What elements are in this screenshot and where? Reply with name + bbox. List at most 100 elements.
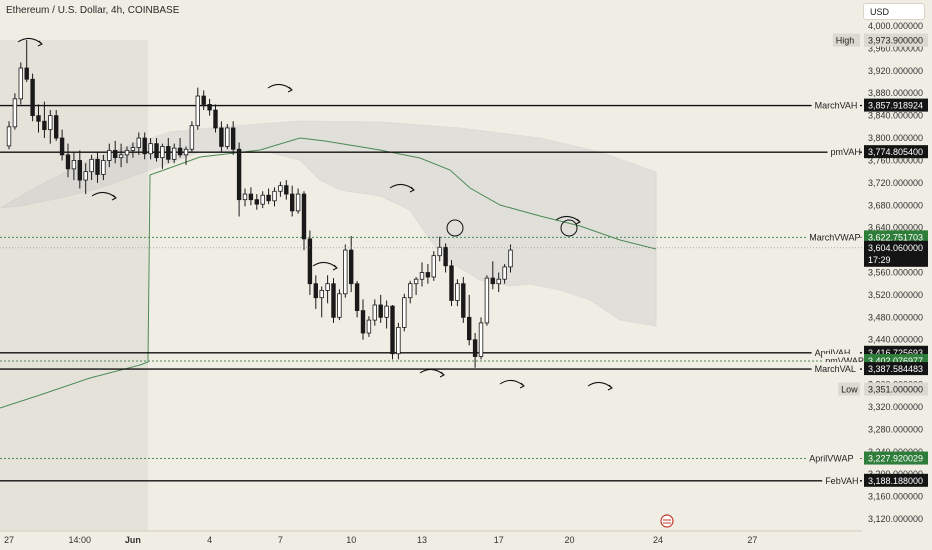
candle-down — [42, 120, 47, 131]
candle-down — [248, 193, 254, 201]
candle-down — [254, 199, 259, 205]
candle-countdown: 17:29 — [868, 255, 891, 265]
candle-up — [384, 305, 389, 318]
candle-up — [319, 290, 324, 299]
candle-down — [236, 148, 242, 201]
time-axis-tick: 17 — [494, 535, 504, 545]
candle-up — [183, 148, 189, 156]
candle-up — [496, 278, 501, 285]
level-label: pmVWAP — [825, 356, 864, 366]
candle-down — [490, 277, 495, 285]
level-label-bg — [811, 98, 860, 112]
candle-up — [278, 185, 283, 192]
candle-down — [313, 283, 318, 299]
level-label: MarchVAL — [815, 364, 856, 374]
level-label-bg — [806, 230, 860, 244]
level-label: MarchVAH — [815, 101, 858, 111]
candle-up — [71, 160, 77, 170]
price-axis-tick: 3,160.000000 — [868, 492, 923, 502]
time-axis-tick: 10 — [346, 535, 356, 545]
candle-down — [213, 109, 218, 129]
price-badge-value: 3,857.918924 — [868, 101, 923, 111]
price-axis-tick: 3,480.000000 — [868, 312, 923, 322]
candle-up — [372, 304, 377, 321]
level-label: High — [836, 36, 855, 46]
candle-down — [113, 149, 118, 159]
level-label: Low — [841, 385, 858, 395]
candle-up — [225, 127, 230, 147]
candle-down — [378, 304, 383, 318]
annotation-arrowhead — [111, 194, 117, 201]
price-badge-value: 3,973.900000 — [868, 36, 923, 46]
candle-down — [348, 249, 354, 285]
candle-down — [466, 316, 472, 341]
price-badge-value: 3,387.584483 — [868, 364, 923, 374]
annotation-arrowhead — [332, 264, 338, 271]
price-axis-tick: 3,920.000000 — [868, 66, 923, 76]
annotation-arrowhead — [575, 218, 581, 225]
price-badge — [864, 473, 928, 487]
candle-up — [136, 137, 141, 148]
price-badge-value: 3,416.725693 — [868, 348, 923, 358]
price-badge-value: 3,351.000000 — [868, 385, 923, 395]
price-axis-tick: 3,880.000000 — [868, 88, 923, 98]
candle-up — [272, 190, 277, 202]
price-badge-value: 3,188.188000 — [868, 476, 923, 486]
level-label-bg — [827, 145, 860, 159]
level-label-bg — [832, 33, 860, 47]
time-axis-tick: 14:00 — [69, 535, 92, 545]
symbol-title: Ethereum / U.S. Dollar, 4h, COINBASE — [6, 5, 180, 16]
candle-up — [413, 278, 419, 285]
candle-up — [18, 67, 23, 100]
candle-down — [36, 115, 41, 122]
annotation-arrowhead — [519, 382, 525, 389]
candle-up — [89, 158, 94, 173]
candle-up — [396, 327, 401, 355]
price-badge — [864, 362, 928, 376]
annotation-arrowhead — [287, 86, 293, 93]
candle-down — [360, 310, 366, 334]
candle-down — [307, 238, 313, 285]
time-axis-tick: Jun — [125, 535, 141, 545]
price-axis-tick: 3,720.000000 — [868, 178, 923, 188]
level-label-bg — [838, 382, 860, 396]
candle-down — [177, 147, 183, 156]
annotation-circle — [560, 219, 578, 237]
candle-up — [48, 115, 53, 131]
candle-up — [343, 249, 348, 295]
time-axis-tick: 27 — [747, 535, 757, 545]
price-axis-tick: 3,280.000000 — [868, 424, 923, 434]
time-axis-tick: 4 — [207, 535, 212, 545]
candle-down — [54, 115, 59, 139]
candle-down — [201, 95, 206, 105]
candle-down — [472, 339, 478, 357]
price-badge — [864, 98, 928, 112]
annotation-arrowhead — [439, 371, 445, 378]
candle-down — [390, 305, 395, 355]
price-badge-value: 3,774.805400 — [868, 147, 923, 157]
time-axis-tick: 20 — [564, 535, 574, 545]
candle-down — [449, 265, 454, 301]
price-axis-tick: 3,440.000000 — [868, 335, 923, 345]
candle-down — [207, 104, 212, 111]
candle-up — [455, 283, 460, 301]
candle-down — [142, 137, 147, 155]
level-label-bg — [806, 451, 860, 465]
candle-down — [230, 127, 236, 150]
candle-down — [461, 283, 466, 318]
price-badge — [864, 145, 928, 159]
candle-up — [478, 322, 484, 357]
price-axis-tick: 3,120.000000 — [868, 514, 923, 524]
candle-up — [337, 293, 342, 318]
level-label-bg — [811, 362, 860, 376]
price-badge — [864, 230, 928, 244]
candle-down — [289, 193, 295, 212]
currency-selector-button[interactable]: USD — [863, 3, 925, 20]
candle-up — [101, 160, 106, 175]
candle-down — [443, 246, 448, 267]
candle-up — [189, 125, 195, 150]
candle-down — [30, 78, 35, 117]
candle-up — [260, 194, 265, 205]
